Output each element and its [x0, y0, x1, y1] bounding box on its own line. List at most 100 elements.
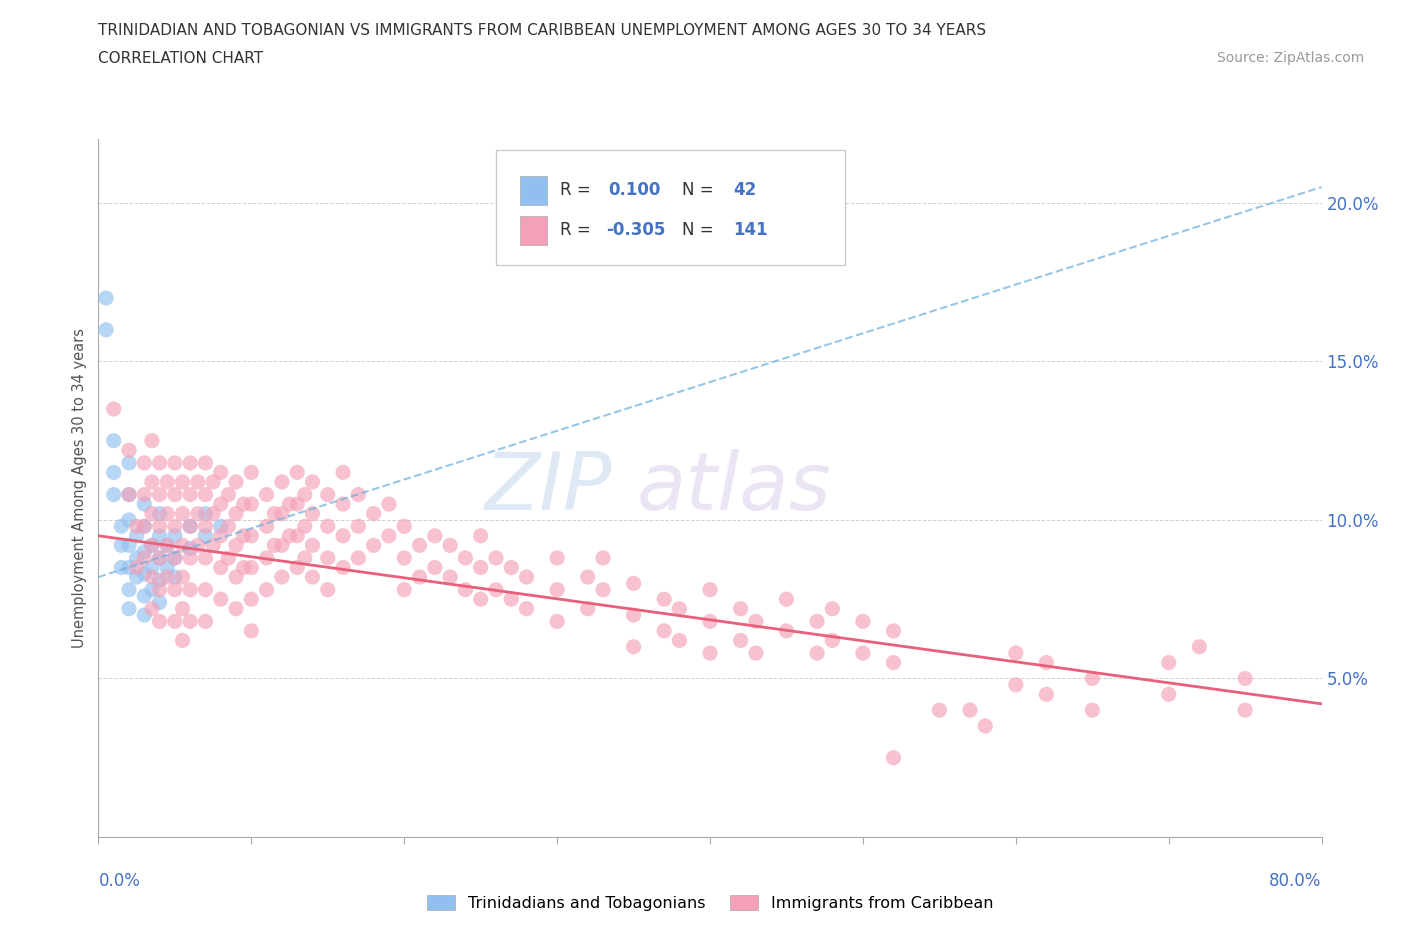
Point	[118, 602, 141, 617]
Point	[103, 402, 125, 417]
Point	[1081, 671, 1104, 686]
Point	[134, 589, 156, 604]
Point	[125, 519, 148, 534]
Text: 0.0%: 0.0%	[98, 872, 141, 890]
Text: N =: N =	[682, 181, 718, 199]
Point	[285, 528, 308, 543]
Point	[172, 569, 194, 584]
Point	[134, 497, 156, 512]
Point	[110, 560, 132, 575]
Point	[294, 519, 316, 534]
Point	[408, 569, 430, 584]
Point	[240, 560, 263, 575]
Point	[546, 614, 568, 629]
Point	[347, 487, 370, 502]
FancyBboxPatch shape	[496, 150, 845, 265]
Point	[363, 506, 385, 521]
Point	[576, 569, 599, 584]
Point	[730, 633, 752, 648]
Point	[125, 560, 148, 575]
Point	[163, 551, 186, 565]
Point	[156, 569, 179, 584]
Point	[209, 519, 232, 534]
Point	[263, 506, 285, 521]
Point	[163, 614, 186, 629]
Point	[141, 433, 163, 448]
Point	[194, 519, 217, 534]
Point	[301, 474, 323, 489]
Point	[149, 595, 172, 610]
Point	[775, 623, 797, 638]
Point	[439, 538, 461, 552]
Point	[256, 519, 278, 534]
Point	[209, 560, 232, 575]
Point	[392, 582, 416, 597]
Point	[263, 538, 285, 552]
Point	[149, 519, 172, 534]
Point	[485, 582, 508, 597]
Point	[439, 569, 461, 584]
Point	[1081, 703, 1104, 718]
Point	[217, 519, 239, 534]
Point	[179, 582, 201, 597]
Point	[240, 623, 263, 638]
Point	[187, 538, 209, 552]
Point	[209, 497, 232, 512]
Point	[974, 719, 997, 734]
Point	[163, 456, 186, 471]
Point	[149, 456, 172, 471]
Point	[1035, 655, 1057, 670]
Point	[156, 538, 179, 552]
Point	[1004, 645, 1026, 660]
Point	[852, 645, 875, 660]
Point	[470, 591, 492, 606]
Point	[240, 465, 263, 480]
Point	[194, 456, 217, 471]
Point	[149, 528, 172, 543]
Point	[118, 456, 141, 471]
Point	[187, 506, 209, 521]
Point	[149, 582, 172, 597]
Point	[316, 519, 339, 534]
Point	[347, 519, 370, 534]
Point	[576, 602, 599, 617]
Point	[623, 607, 645, 622]
Point	[209, 528, 232, 543]
Point	[883, 751, 905, 765]
Point	[194, 506, 217, 521]
Point	[699, 614, 721, 629]
Point	[202, 506, 225, 521]
Point	[141, 569, 163, 584]
Point	[1188, 639, 1211, 654]
Point	[179, 519, 201, 534]
Point	[225, 569, 247, 584]
Point	[156, 538, 179, 552]
Point	[141, 560, 163, 575]
Point	[172, 633, 194, 648]
Point	[240, 497, 263, 512]
Point	[141, 474, 163, 489]
Point	[423, 528, 446, 543]
Text: R =: R =	[560, 221, 596, 239]
Point	[1157, 687, 1180, 702]
Point	[125, 528, 148, 543]
Point	[516, 602, 538, 617]
Point	[745, 614, 768, 629]
Point	[501, 591, 523, 606]
Point	[149, 487, 172, 502]
Point	[928, 703, 950, 718]
Point	[285, 465, 308, 480]
Point	[821, 633, 844, 648]
Point	[134, 456, 156, 471]
Point	[194, 528, 217, 543]
Point	[118, 487, 141, 502]
Point	[103, 433, 125, 448]
Point	[118, 582, 141, 597]
Text: ZIP: ZIP	[485, 449, 612, 527]
Point	[134, 607, 156, 622]
Point	[270, 569, 292, 584]
Point	[485, 551, 508, 565]
Point	[347, 551, 370, 565]
Point	[270, 538, 292, 552]
Text: R =: R =	[560, 181, 596, 199]
